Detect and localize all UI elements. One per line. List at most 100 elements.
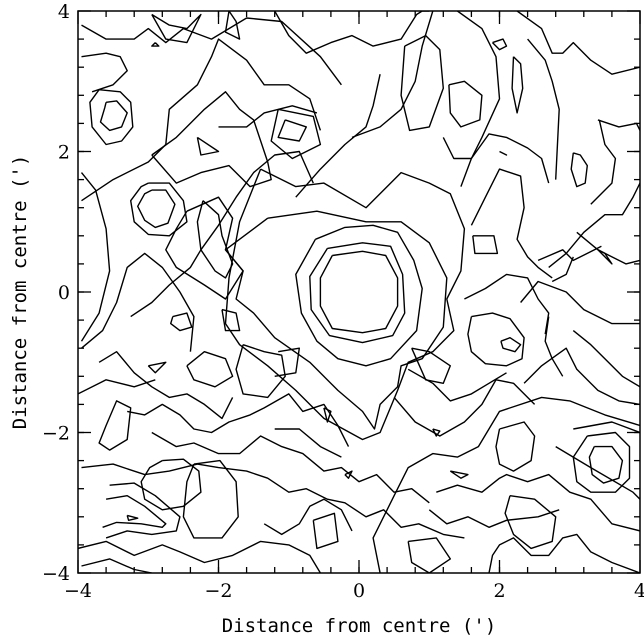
contour-line-64 <box>544 316 564 377</box>
contour-line-7 <box>136 189 176 229</box>
y-tick-label: −2 <box>42 423 70 445</box>
contour-line-71 <box>460 133 550 187</box>
contour-line-87 <box>81 558 152 573</box>
contour-line-48 <box>81 38 322 202</box>
contour-line-13 <box>411 347 451 384</box>
contour-line-29 <box>572 431 631 493</box>
contour-line-15 <box>270 108 322 160</box>
contour-line-9 <box>99 100 128 132</box>
contour-line-67 <box>393 379 536 437</box>
contour-line-83 <box>436 473 640 532</box>
contour-line-58 <box>590 119 617 205</box>
y-tick-label: 2 <box>58 142 70 164</box>
y-tick-labels: −4 −2 0 2 4 <box>42 1 70 585</box>
contour-line-66 <box>523 347 640 406</box>
contour-line-73 <box>499 150 508 156</box>
x-tick-label: 0 <box>353 580 365 602</box>
contour-line-69 <box>464 273 550 335</box>
contour-line-56 <box>516 11 640 75</box>
contour-line-84 <box>488 533 640 573</box>
contour-line-93 <box>597 249 613 265</box>
x-tick-label: 2 <box>493 580 505 602</box>
contour-line-54 <box>218 105 318 128</box>
contour-line-1 <box>309 242 406 344</box>
contour-line-5 <box>467 312 525 367</box>
contour-line-75 <box>81 252 195 352</box>
plot-frame <box>77 10 641 574</box>
contour-line-78 <box>127 393 350 447</box>
contour-line-86 <box>78 379 156 395</box>
contour-line-33 <box>182 459 239 539</box>
contour-line-34 <box>312 512 339 550</box>
contour-line-91 <box>151 13 202 44</box>
y-tick-label: 0 <box>58 282 70 304</box>
x-tick-label: 4 <box>634 580 644 602</box>
contour-line-11 <box>196 200 234 279</box>
contour-line-16 <box>448 80 483 128</box>
contour-line-18 <box>511 56 524 114</box>
contour-line-40 <box>221 308 241 332</box>
contour-line-50 <box>274 11 430 54</box>
contour-line-39 <box>169 312 193 332</box>
contour-line-79 <box>151 431 430 504</box>
contour-line-14 <box>277 119 307 142</box>
contour-line-63 <box>520 280 640 325</box>
contour-line-30 <box>573 421 640 434</box>
contour-line-81 <box>78 540 321 573</box>
contour-line-49 <box>81 17 342 86</box>
contour-line-3 <box>224 210 448 430</box>
y-axis-title: Distance from centre (') <box>9 155 31 430</box>
contour-line-2 <box>295 224 423 367</box>
x-tick-label: −4 <box>64 580 92 602</box>
contour-line-32 <box>504 495 557 550</box>
contour-line-26 <box>98 400 132 451</box>
contour-line-37 <box>186 351 234 388</box>
contour-line-46 <box>196 136 220 156</box>
contour-line-20 <box>472 235 499 255</box>
contour-line-4 <box>224 168 466 441</box>
contour-line-59 <box>576 231 640 265</box>
contour-line-25 <box>126 514 139 521</box>
y-tick-label: −4 <box>42 563 70 585</box>
contour-line-76 <box>130 150 314 318</box>
y-tick-label: 4 <box>58 1 70 23</box>
contour-line-0 <box>319 250 399 334</box>
contour-line-70 <box>470 168 553 279</box>
contour-line-28 <box>588 445 624 484</box>
contour-line-72 <box>527 38 560 180</box>
contour-line-6 <box>500 337 522 353</box>
x-axis-title: Distance from centre (') <box>222 615 497 637</box>
contour-line-82 <box>263 498 353 536</box>
contour-line-85 <box>428 509 560 528</box>
contour-line-52 <box>351 11 434 139</box>
contour-line-21 <box>570 152 588 188</box>
x-tick-label: −2 <box>204 580 232 602</box>
contour-line-57 <box>597 119 640 131</box>
contour-line-45 <box>81 52 128 93</box>
contour-line-62 <box>551 256 574 283</box>
contour-line-65 <box>572 330 640 388</box>
contour-line-68 <box>407 368 507 402</box>
contour-line-38 <box>147 361 167 374</box>
contour-line-47 <box>151 91 272 188</box>
x-tick-labels: −4 −2 0 2 4 <box>64 580 644 602</box>
contour-line-90 <box>235 344 286 399</box>
contour-line-27 <box>495 421 536 472</box>
contour-line-43 <box>449 470 469 479</box>
contour-line-53 <box>295 74 381 198</box>
contour-line-17 <box>400 34 444 132</box>
contour-line-74 <box>80 172 111 342</box>
contour-line-12 <box>165 196 244 300</box>
contour-line-60 <box>548 182 640 268</box>
contour-line-22 <box>140 458 202 511</box>
contour-line-80 <box>81 463 465 539</box>
contour-line-31 <box>555 445 640 500</box>
contour-line-35 <box>407 537 451 573</box>
contour-line-36 <box>372 396 640 573</box>
contour-line-10 <box>89 89 134 146</box>
contour-line-19 <box>492 38 508 51</box>
contour-line-23 <box>105 482 181 539</box>
contour-line-77 <box>98 351 234 420</box>
contour-line-24 <box>102 495 167 528</box>
